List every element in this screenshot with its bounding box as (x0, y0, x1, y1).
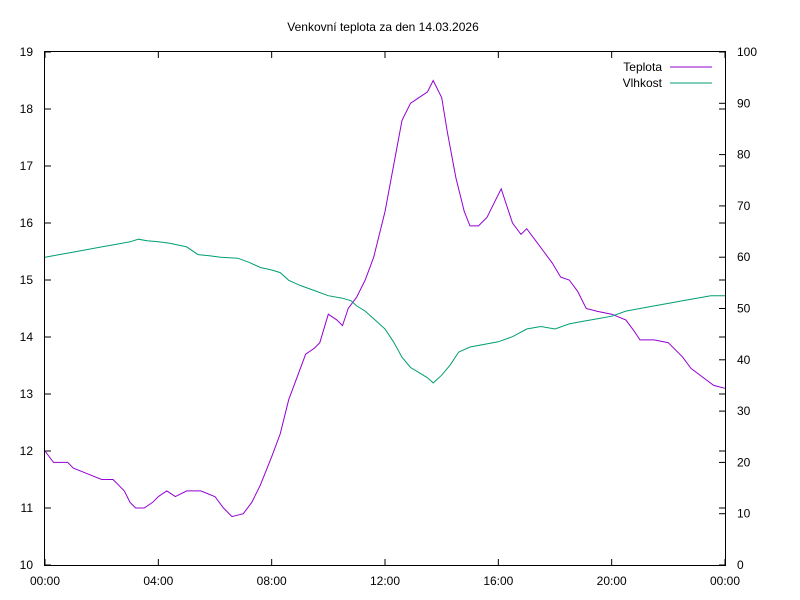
x-tick-label: 20:00 (597, 574, 627, 588)
y-left-tick-label: 11 (21, 501, 34, 515)
x-tick-label: 08:00 (257, 574, 287, 588)
y-right-tick-label: 80 (737, 148, 751, 162)
x-tick-label: 12:00 (370, 574, 400, 588)
y-right-tick-label: 0 (737, 558, 744, 572)
y-left-tick-label: 15 (20, 273, 34, 287)
legend-label-teplota: Teplota (623, 60, 662, 74)
y-right-tick-label: 30 (737, 404, 751, 418)
y-right-tick-label: 70 (737, 199, 751, 213)
y-left-tick-label: 18 (20, 102, 34, 116)
plot-frame (44, 51, 726, 566)
y-left-tick-label: 16 (20, 216, 34, 230)
y-right-tick-label: 20 (737, 455, 751, 469)
y-left-tick-label: 12 (20, 444, 34, 458)
x-tick-label: 00:00 (30, 574, 60, 588)
legend: Teplota Vlhkost (623, 60, 712, 90)
y-right-tick-label: 10 (737, 507, 751, 521)
y-left-tick-label: 13 (20, 387, 34, 401)
y-right-tick-label: 60 (737, 250, 751, 264)
y-right-tick-label: 90 (737, 96, 751, 110)
ticks-layer: 10 11 12 13 14 15 16 17 18 19 0 10 20 30 40 50 60 70 80 90 1… (20, 45, 758, 588)
x-tick-label: 00:00 (710, 574, 740, 588)
chart-title: Venkovní teplota za den 14.03.2026 (287, 20, 479, 34)
y-left-tick-label: 19 (20, 45, 34, 59)
y-right-tick-label: 50 (737, 302, 751, 316)
series-layer (44, 79, 726, 518)
y-right-tick-label: 100 (737, 45, 757, 59)
series-line-vlhkost (44, 238, 725, 384)
x-tick-label: 04:00 (143, 574, 173, 588)
y-left-tick-label: 10 (20, 558, 34, 572)
series-line-teplota (44, 79, 726, 518)
legend-label-vlhkost: Vlhkost (623, 76, 663, 90)
y-left-tick-label: 14 (20, 330, 34, 344)
y-right-tick-label: 40 (737, 353, 751, 367)
y-left-tick-label: 17 (20, 159, 34, 173)
x-tick-label: 16:00 (483, 574, 513, 588)
